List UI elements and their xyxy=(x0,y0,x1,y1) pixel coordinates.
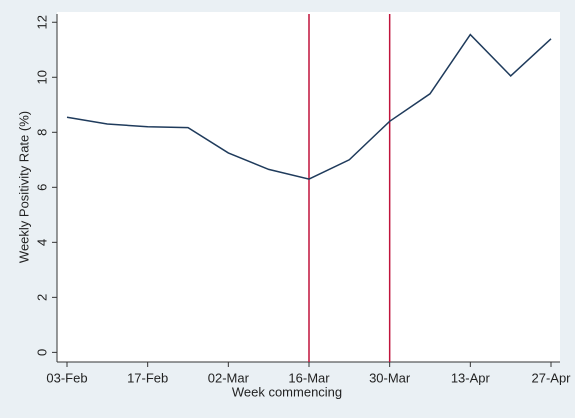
data-line xyxy=(66,33,552,180)
x-axis-title: Week commencing xyxy=(232,384,342,399)
x-tick-label: 03-Feb xyxy=(46,370,87,385)
x-tick-label: 17-Feb xyxy=(127,370,168,385)
y-tick-label: 6 xyxy=(34,184,49,191)
x-tick-label: 27-Apr xyxy=(531,370,571,385)
y-tick-label: 0 xyxy=(34,349,49,356)
x-tick-label: 16-Mar xyxy=(288,370,330,385)
y-tick-label: 2 xyxy=(34,294,49,301)
x-tick-label: 13-Apr xyxy=(451,370,491,385)
x-tick-label: 02-Mar xyxy=(208,370,250,385)
y-tick-label: 12 xyxy=(34,15,49,29)
y-axis-title: Weekly Positivity Rate (%) xyxy=(16,111,31,263)
y-tick-label: 10 xyxy=(34,70,49,84)
x-tick-label: 30-Mar xyxy=(369,370,411,385)
y-tick-label: 4 xyxy=(34,239,49,246)
y-tick-label: 8 xyxy=(34,129,49,136)
